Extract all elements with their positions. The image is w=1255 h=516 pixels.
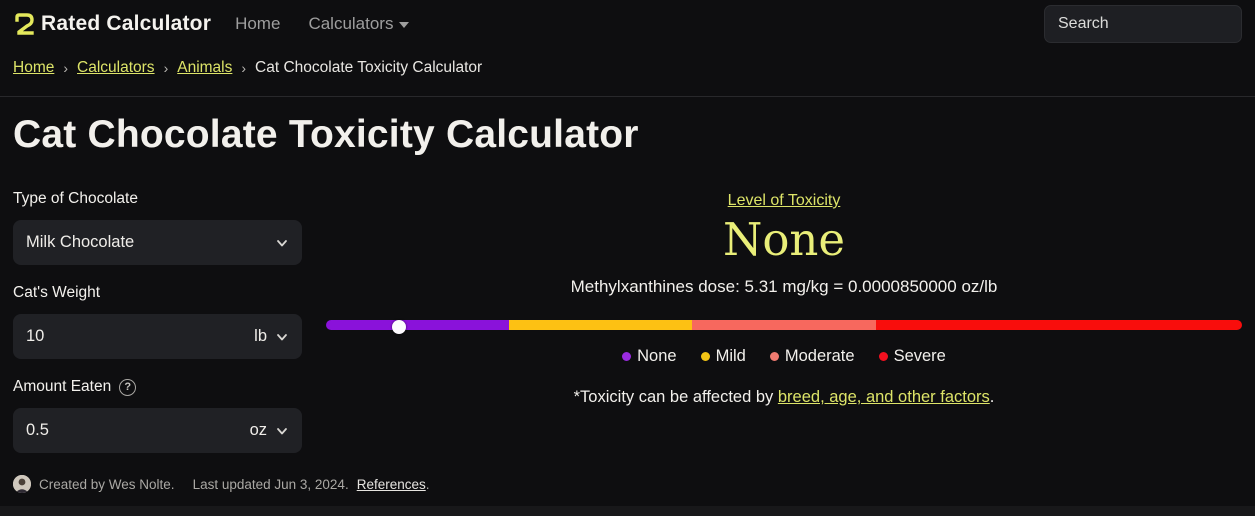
footer-period: . bbox=[425, 476, 430, 492]
author-avatar bbox=[13, 475, 31, 493]
help-icon[interactable]: ? bbox=[119, 378, 137, 396]
nav-item-home[interactable]: Home bbox=[235, 14, 280, 34]
bottom-section-edge bbox=[0, 506, 1255, 516]
field-cat-weight: Cat's Weight lb bbox=[13, 284, 302, 359]
cat-weight-unit-select[interactable]: lb bbox=[254, 327, 289, 346]
chevron-down-icon bbox=[277, 427, 287, 434]
caret-down-icon bbox=[399, 21, 410, 28]
breadcrumb: Home › Calculators › Animals › Cat Choco… bbox=[0, 47, 1255, 97]
slider-segment-mild bbox=[509, 320, 693, 330]
chocolate-type-label: Type of Chocolate bbox=[13, 190, 138, 207]
slider-segment-none bbox=[326, 320, 510, 330]
legend-label: Mild bbox=[715, 347, 746, 365]
level-of-toxicity-link[interactable]: Level of Toxicity bbox=[727, 192, 841, 209]
page-title: Cat Chocolate Toxicity Calculator bbox=[13, 113, 639, 156]
chocolate-type-select[interactable]: Milk Chocolate bbox=[13, 220, 302, 265]
toxicity-footnote: *Toxicity can be affected by breed, age,… bbox=[326, 388, 1242, 407]
references-link[interactable]: References bbox=[356, 476, 426, 492]
chevron-down-icon bbox=[277, 239, 287, 246]
breadcrumb-link-home[interactable]: Home bbox=[13, 59, 55, 76]
legend-label: Severe bbox=[893, 347, 946, 365]
brand-logo-icon bbox=[15, 12, 34, 35]
brand-link[interactable]: Rated Calculator bbox=[13, 12, 211, 36]
toxicity-level-value: None bbox=[722, 213, 846, 266]
breadcrumb-current: Cat Chocolate Toxicity Calculator bbox=[255, 59, 483, 76]
legend-label: Moderate bbox=[784, 347, 855, 365]
footer-updated-text: Last updated Jun 3, 2024. bbox=[192, 476, 349, 492]
navbar: Rated Calculator Home Calculators bbox=[0, 0, 1255, 47]
legend-item-moderate: Moderate bbox=[769, 347, 855, 366]
footnote-prefix: *Toxicity can be affected by bbox=[573, 388, 778, 406]
breadcrumb-link-animals[interactable]: Animals bbox=[177, 59, 233, 76]
amount-eaten-unit-value: oz bbox=[249, 421, 267, 439]
breadcrumb-separator: › bbox=[163, 60, 169, 76]
slider-segment-severe bbox=[875, 320, 1242, 330]
footnote-factors-link[interactable]: breed, age, and other factors bbox=[777, 388, 990, 406]
cat-weight-input[interactable] bbox=[26, 327, 255, 346]
breadcrumb-link-calculators[interactable]: Calculators bbox=[77, 59, 155, 76]
breadcrumb-separator: › bbox=[63, 60, 69, 76]
legend-item-severe: Severe bbox=[878, 347, 946, 366]
result-panel: Level of Toxicity None Methylxanthines d… bbox=[326, 190, 1242, 472]
footer-created-text: Created by Wes Nolte. bbox=[39, 476, 175, 492]
toxicity-slider-thumb[interactable] bbox=[392, 320, 407, 334]
nav-item-home-label: Home bbox=[235, 13, 281, 33]
chevron-down-icon bbox=[277, 333, 287, 340]
field-amount-eaten: Amount Eaten ? oz bbox=[13, 378, 302, 453]
cat-weight-unit-value: lb bbox=[254, 327, 267, 345]
calculator-form: Type of Chocolate Milk Chocolate Cat's W… bbox=[13, 190, 302, 472]
legend-label: None bbox=[637, 347, 677, 365]
brand-name: Rated Calculator bbox=[41, 11, 212, 35]
cat-weight-label: Cat's Weight bbox=[13, 284, 101, 301]
amount-eaten-unit-select[interactable]: oz bbox=[250, 421, 289, 440]
main-content: Cat Chocolate Toxicity Calculator Type o… bbox=[0, 97, 1255, 472]
legend-dot-icon bbox=[622, 352, 632, 361]
dose-text: Methylxanthines dose: 5.31 mg/kg = 0.000… bbox=[570, 277, 998, 296]
cat-weight-control: lb bbox=[13, 314, 302, 359]
slider-segment-moderate bbox=[692, 320, 876, 330]
legend-dot-icon bbox=[878, 352, 888, 361]
legend-dot-icon bbox=[700, 352, 710, 361]
toxicity-legend: None Mild Moderate Severe bbox=[326, 347, 1242, 366]
amount-eaten-control: oz bbox=[13, 408, 302, 453]
toxicity-slider bbox=[326, 320, 1242, 334]
amount-eaten-label-text: Amount Eaten bbox=[13, 378, 112, 395]
chocolate-type-value: Milk Chocolate bbox=[26, 233, 135, 251]
search-input[interactable] bbox=[1044, 4, 1242, 43]
nav-links: Home Calculators bbox=[235, 13, 410, 34]
nav-item-calculators[interactable]: Calculators bbox=[308, 13, 410, 34]
legend-dot-icon bbox=[769, 352, 779, 361]
avatar-person-icon bbox=[13, 475, 31, 493]
amount-eaten-input[interactable] bbox=[26, 421, 250, 440]
toxicity-slider-track bbox=[326, 320, 1242, 330]
amount-eaten-label: Amount Eaten ? bbox=[13, 378, 302, 396]
legend-item-none: None bbox=[622, 347, 677, 366]
footnote-suffix: . bbox=[989, 388, 995, 406]
nav-item-calculators-label: Calculators bbox=[308, 13, 394, 33]
field-chocolate-type: Type of Chocolate Milk Chocolate bbox=[13, 190, 302, 265]
footer: Created by Wes Nolte. Last updated Jun 3… bbox=[0, 475, 1255, 506]
legend-item-mild: Mild bbox=[700, 347, 746, 366]
breadcrumb-separator: › bbox=[241, 60, 247, 76]
